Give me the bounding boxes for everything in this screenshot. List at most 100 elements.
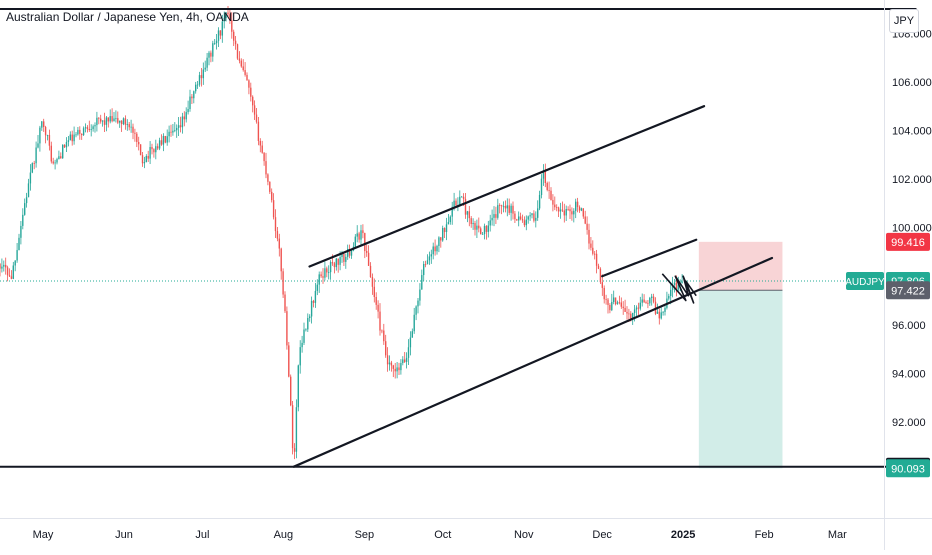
candle-body: [335, 258, 338, 268]
candle-body: [105, 117, 108, 125]
candle-body: [196, 84, 199, 86]
candle-body: [364, 233, 366, 252]
x-tick-label: Dec: [592, 529, 612, 541]
candle-body: [139, 144, 142, 156]
candle-body: [177, 125, 180, 128]
candle-body: [493, 214, 495, 218]
candle-body: [626, 311, 628, 314]
candle-body: [449, 216, 452, 223]
candle-body: [269, 181, 271, 192]
candle-body: [618, 302, 621, 304]
candle-body: [478, 225, 480, 229]
candle-body: [375, 297, 377, 305]
candle-body: [628, 313, 630, 315]
candle-body: [588, 229, 590, 244]
candle-body: [645, 302, 647, 303]
candle-body: [265, 161, 267, 175]
candle-body: [390, 362, 393, 366]
candle-body: [430, 254, 433, 257]
candle-body: [238, 58, 241, 61]
candle-body: [622, 306, 624, 308]
candle-body: [0, 263, 1, 269]
candle-body: [181, 116, 184, 128]
candle-body: [290, 376, 292, 406]
candle-body: [419, 289, 421, 301]
candle-body: [198, 75, 201, 85]
candle-body: [356, 233, 358, 237]
candle-body: [423, 264, 425, 276]
candle-body: [483, 225, 486, 235]
candle-body: [438, 237, 440, 246]
candle-body: [117, 118, 119, 123]
candle-body: [98, 117, 100, 119]
candle-body: [632, 312, 634, 320]
candle-body: [481, 234, 484, 235]
candle-body: [601, 282, 604, 288]
candle-body: [240, 60, 243, 67]
candle-body: [284, 294, 286, 312]
candle-body: [633, 309, 636, 313]
candle-body: [96, 117, 98, 126]
candle-body: [25, 197, 28, 204]
candle-body: [103, 120, 106, 125]
candle-body: [248, 80, 250, 88]
candle-body: [234, 40, 237, 45]
candle-body: [16, 250, 18, 261]
candle-body: [82, 128, 85, 136]
candle-body: [537, 208, 539, 218]
candle-body: [468, 211, 471, 219]
candle-body: [480, 228, 482, 235]
candle-body: [44, 126, 47, 136]
candle-body: [394, 368, 396, 372]
candle-body: [434, 246, 436, 252]
candle-body: [109, 116, 111, 122]
candle-body: [512, 205, 514, 214]
candle-body: [126, 124, 129, 125]
candle-body: [362, 230, 364, 234]
candle-body: [1, 266, 3, 269]
candle-body: [31, 163, 34, 173]
candle-body: [398, 367, 400, 371]
candle-body: [616, 302, 619, 305]
candle-body: [231, 20, 233, 32]
candle-body: [170, 131, 172, 133]
candle-body: [563, 210, 566, 216]
candle-body: [607, 299, 609, 306]
x-tick-label: Mar: [828, 529, 847, 541]
candle-body: [244, 70, 246, 75]
candle-body: [392, 365, 395, 369]
candle-body: [210, 52, 212, 57]
candle-body: [341, 253, 343, 258]
candle-body: [119, 120, 121, 123]
candle-body: [14, 260, 16, 266]
x-tick-label: Nov: [514, 529, 534, 541]
candle-body: [276, 231, 279, 239]
candle-body: [274, 217, 277, 232]
candle-body: [328, 272, 330, 273]
upper-channel-line: [308, 105, 706, 268]
candle-body: [54, 162, 56, 164]
candle-body: [366, 251, 368, 253]
candle-body: [134, 132, 136, 134]
candle-body: [48, 135, 51, 146]
lower-channel-line: [292, 256, 774, 468]
candle-body: [529, 215, 531, 217]
candle-body: [100, 118, 102, 122]
currency-button[interactable]: JPY: [889, 9, 919, 33]
candle-body: [221, 21, 224, 36]
candle-body: [160, 140, 163, 145]
candle-body: [136, 133, 138, 142]
y-tick-label: 100.000: [892, 223, 932, 235]
candle-body: [411, 331, 414, 338]
candle-body: [29, 172, 32, 184]
candle-body: [647, 302, 649, 304]
candle-body: [246, 74, 248, 81]
candle-body: [436, 245, 438, 252]
candle-body: [65, 142, 68, 148]
candle-body: [371, 277, 374, 287]
candle-body: [267, 174, 269, 182]
candle-body: [554, 204, 556, 208]
candle-body: [215, 40, 218, 44]
